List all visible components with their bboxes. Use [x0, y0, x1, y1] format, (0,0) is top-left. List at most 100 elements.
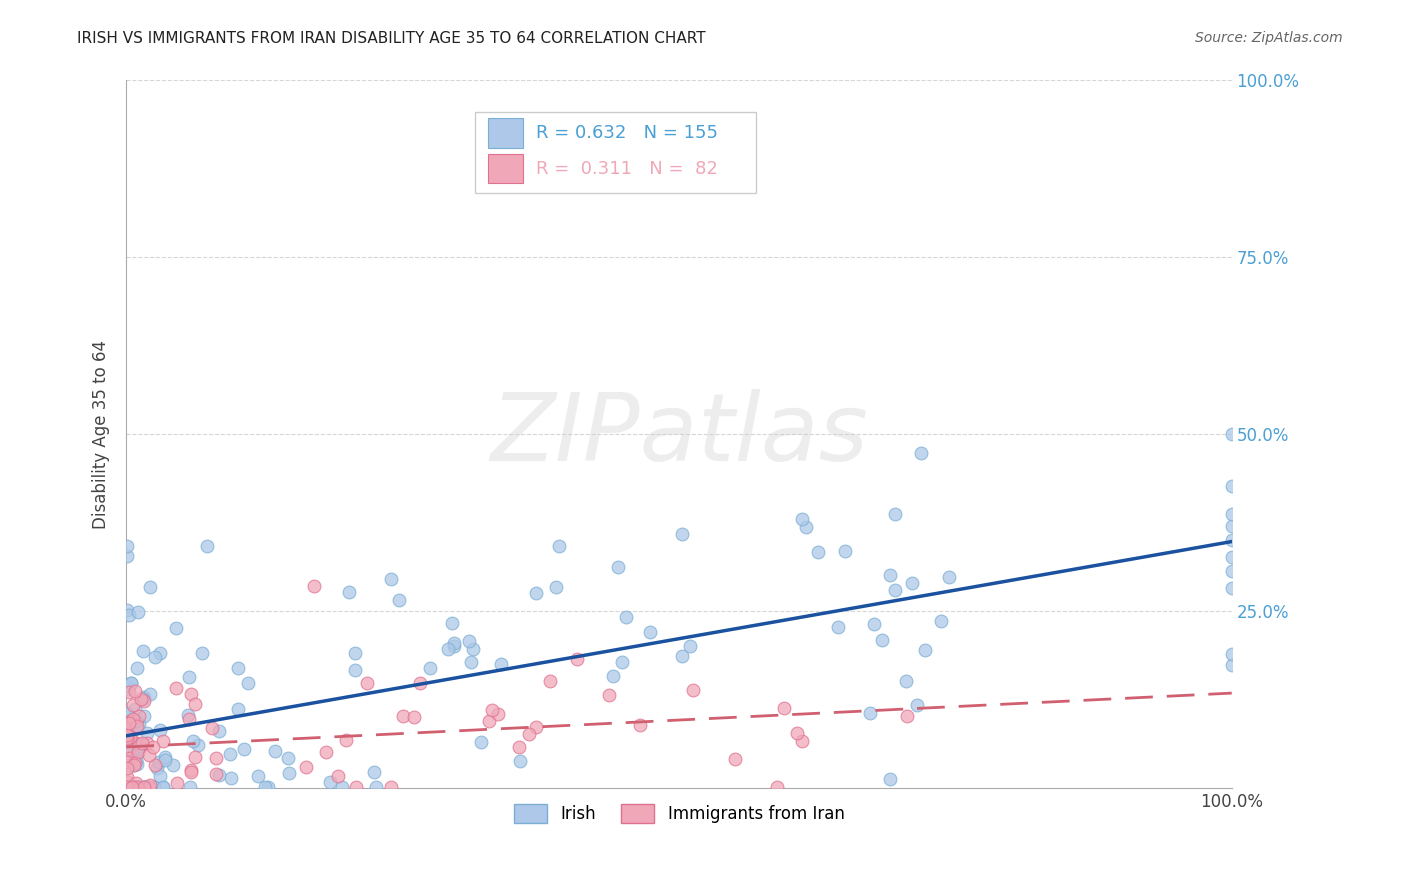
Point [786, 725, 808, 739]
Point [606, 560, 628, 574]
Point [121, 780, 143, 795]
Point [896, 709, 918, 723]
Point [1220, 533, 1243, 548]
Point [118, 780, 141, 795]
Point [470, 735, 492, 749]
Point [208, 768, 231, 782]
Point [219, 771, 242, 785]
Point [526, 585, 548, 599]
Point [914, 643, 936, 657]
Point [129, 692, 152, 706]
Point [127, 745, 149, 759]
Point [883, 582, 905, 597]
Point [143, 649, 166, 664]
Point [807, 545, 830, 559]
Bar [488, 153, 523, 184]
Point [437, 642, 460, 657]
Point [671, 649, 693, 664]
Point [142, 740, 165, 755]
Y-axis label: Disability Age 35 to 64: Disability Age 35 to 64 [93, 340, 110, 529]
Point [187, 738, 209, 752]
Point [124, 780, 146, 795]
Point [894, 673, 917, 688]
Point [179, 712, 201, 726]
Point [127, 745, 149, 759]
Point [122, 712, 145, 726]
Point [143, 758, 166, 772]
Point [124, 714, 146, 728]
Bar [488, 119, 523, 148]
Point [180, 764, 202, 779]
Point [226, 661, 249, 675]
Point [117, 780, 139, 795]
Point [481, 703, 503, 717]
FancyBboxPatch shape [474, 112, 756, 194]
Point [142, 780, 165, 795]
Point [125, 746, 148, 760]
Point [138, 780, 160, 795]
Point [524, 720, 547, 734]
Point [679, 639, 702, 653]
Point [612, 655, 634, 669]
Point [419, 661, 441, 675]
Point [567, 652, 589, 666]
Point [177, 670, 200, 684]
Point [149, 723, 172, 737]
Point [139, 779, 162, 793]
Point [117, 780, 139, 795]
Point [628, 717, 651, 731]
Point [602, 669, 624, 683]
Point [118, 607, 141, 622]
Point [118, 780, 141, 795]
Point [517, 727, 540, 741]
Point [127, 605, 149, 619]
Point [136, 780, 159, 795]
Text: R =  0.311   N =  82: R = 0.311 N = 82 [537, 160, 718, 178]
Point [117, 755, 139, 769]
Point [204, 750, 226, 764]
Point [671, 527, 693, 541]
Point [120, 730, 142, 744]
Point [264, 744, 287, 758]
Point [153, 750, 176, 764]
Point [1220, 564, 1243, 578]
Point [458, 634, 481, 648]
Point [929, 614, 952, 628]
Point [127, 756, 149, 771]
Point [548, 539, 571, 553]
Point [166, 776, 188, 790]
Point [152, 734, 174, 748]
Point [128, 737, 150, 751]
Point [478, 714, 501, 729]
Point [461, 642, 484, 657]
Point [1220, 550, 1243, 565]
Point [117, 780, 139, 795]
Point [134, 780, 156, 795]
Point [315, 745, 337, 759]
Point [177, 708, 200, 723]
Point [792, 512, 814, 526]
Point [128, 780, 150, 795]
Point [118, 724, 141, 739]
Point [228, 702, 250, 716]
Point [128, 716, 150, 731]
Point [277, 766, 299, 780]
Point [598, 689, 620, 703]
Text: Source: ZipAtlas.com: Source: ZipAtlas.com [1195, 31, 1343, 45]
Point [330, 780, 353, 795]
Point [205, 767, 228, 781]
Point [117, 771, 139, 785]
Point [184, 697, 207, 711]
Point [326, 769, 349, 783]
Point [127, 721, 149, 735]
Point [121, 734, 143, 748]
Point [363, 765, 385, 780]
Point [117, 780, 139, 795]
Point [117, 780, 139, 795]
Point [120, 780, 142, 795]
Legend: Irish, Immigrants from Iran: Irish, Immigrants from Iran [508, 797, 851, 830]
Point [127, 660, 149, 674]
Point [117, 780, 139, 795]
Point [1220, 658, 1243, 673]
Point [486, 706, 509, 721]
